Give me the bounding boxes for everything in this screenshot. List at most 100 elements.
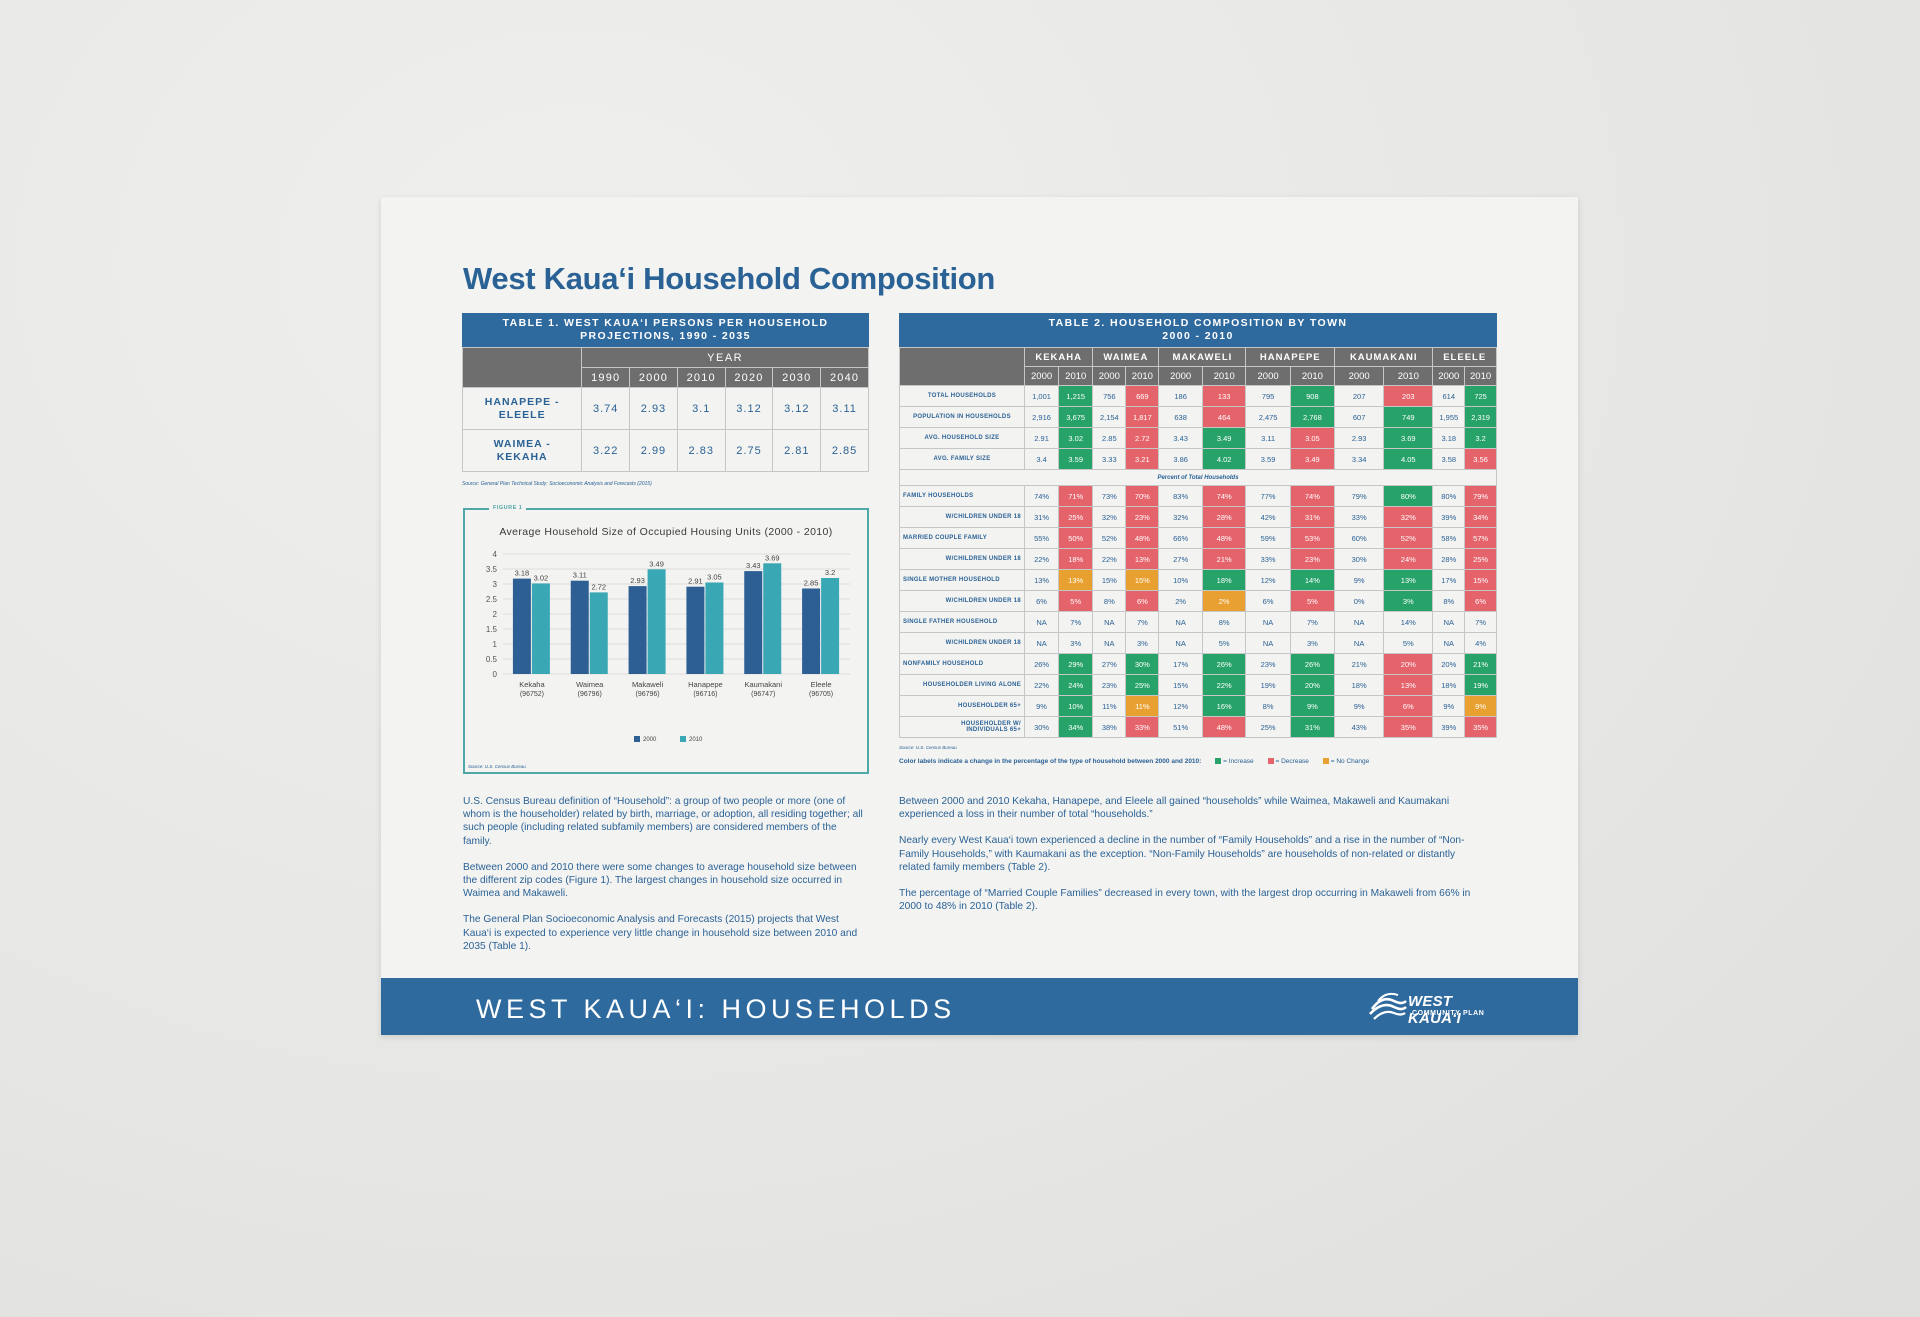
- table-2-value-cell: 60%: [1334, 527, 1385, 549]
- table-2-value-cell: 2,319: [1464, 406, 1497, 428]
- figure-label: FIGURE 1: [489, 505, 527, 511]
- table-2-value-cell: 2%: [1201, 590, 1247, 612]
- table-1-row-label: WAIMEA - KEKAHA: [461, 429, 583, 472]
- table-2-value-cell: 28%: [1201, 506, 1247, 528]
- table-2-value-cell: 34%: [1464, 506, 1497, 528]
- table-2-value-cell: 756: [1092, 385, 1127, 407]
- table-row: AVG. HOUSEHOLD SIZE 2.91 3.02 2.85 2.72 3.43 3…: [899, 427, 1497, 449]
- table-2-value-cell: 1,215: [1058, 385, 1094, 407]
- table-2-value-cell: 31%: [1289, 716, 1336, 738]
- table-2-value-cell: NA: [1432, 632, 1466, 654]
- table-row: WAIMEA - KEKAHA 3.22 2.99 2.83 2.75 2.81 2.85: [461, 429, 869, 472]
- table-2-value-cell: 5%: [1201, 632, 1247, 654]
- table-2-value-cell: 52%: [1092, 527, 1127, 549]
- nochange-swatch: [1322, 758, 1329, 765]
- table-2-value-cell: 4.02: [1201, 448, 1247, 470]
- table-2-value-cell: 2.91: [1023, 427, 1060, 449]
- table-2-title-line2: 2000 - 2010: [1162, 330, 1234, 342]
- table-row: POPULATION IN HOUSEHOLDS 2,916 3,675 2,154 1…: [899, 406, 1497, 428]
- table-2-value-cell: 22%: [1023, 674, 1060, 696]
- table-2-row-label: HOUSEHOLDER LIVING ALONE: [899, 674, 1025, 696]
- table-2-value-cell: 79%: [1334, 485, 1385, 507]
- table-2-value-cell: 17%: [1158, 653, 1203, 675]
- table-1-year-cell: 2010: [676, 367, 726, 388]
- table-1-value-cell: 2.85: [820, 429, 869, 472]
- table-2-value-cell: 33%: [1125, 716, 1160, 738]
- table-2-value-cell: 74%: [1023, 485, 1060, 507]
- table-2-year-cell: 2000: [1334, 366, 1385, 386]
- decrease-swatch: [1267, 758, 1274, 765]
- y-tick-label: 2.5: [486, 595, 498, 604]
- table-2-value-cell: 12%: [1158, 695, 1203, 717]
- table-2-value-cell: 28%: [1432, 548, 1466, 570]
- table-row: AVG. FAMILY SIZE 3.4 3.59 3.33 3.21 3.86 4.02 3…: [899, 448, 1497, 470]
- table-2-row-label: W/CHILDREN UNDER 18: [899, 590, 1025, 612]
- data-label: 3.18: [515, 569, 530, 578]
- table-2-value-cell: 52%: [1383, 527, 1434, 549]
- table-2: TABLE 2. HOUSEHOLD COMPOSITION BY TOWN 2…: [899, 313, 1497, 738]
- table-2-value-cell: 42%: [1245, 506, 1291, 528]
- table-2-value-cell: 22%: [1201, 674, 1247, 696]
- table-2-value-cell: 19%: [1464, 674, 1497, 696]
- legend-text: Color labels indicate a change in the pe…: [899, 758, 1202, 765]
- table-2-value-cell: 6%: [1023, 590, 1060, 612]
- table-2-value-cell: 39%: [1432, 506, 1466, 528]
- table-1-row-label: HANAPEPE - ELEELE: [461, 387, 583, 430]
- table-1-title-line1: TABLE 1. WEST KAUA‘I PERSONS PER HOUSEHO…: [502, 317, 829, 329]
- table-2-value-cell: 2,768: [1289, 406, 1336, 428]
- table-2-value-cell: 31%: [1023, 506, 1060, 528]
- table-2-value-cell: NA: [1432, 611, 1466, 633]
- table-2-value-cell: 3.02: [1058, 427, 1094, 449]
- page-title: West Kaua‘i Household Composition: [463, 261, 996, 296]
- table-2-value-cell: 7%: [1058, 611, 1094, 633]
- table-2-value-cell: 3.86: [1158, 448, 1203, 470]
- table-2-value-cell: 55%: [1023, 527, 1060, 549]
- table-2-value-cell: 8%: [1201, 611, 1247, 633]
- text-column-right: Between 2000 and 2010 Kekaha, Hanapepe, …: [899, 795, 1489, 926]
- table-2-value-cell: 70%: [1125, 485, 1160, 507]
- paragraph: The General Plan Socioeconomic Analysis …: [463, 914, 858, 952]
- x-tick-label: Kaumakani: [744, 680, 782, 689]
- table-row: HOUSEHOLDER W/INDIVIDUALS 65+ 30% 34% 38% 33…: [899, 716, 1497, 738]
- data-label: 2.91: [688, 577, 703, 586]
- table-1-title-line2: PROJECTIONS, 1990 - 2035: [580, 330, 751, 342]
- table-2-value-cell: 2.93: [1334, 427, 1385, 449]
- table-2-value-cell: 9%: [1432, 695, 1466, 717]
- table-2-row-label: HOUSEHOLDER W/INDIVIDUALS 65+: [899, 716, 1025, 738]
- x-tick-label: Hanapepe: [688, 680, 723, 689]
- table-2-value-cell: 38%: [1092, 716, 1127, 738]
- bar-2000-kekaha: [512, 578, 531, 674]
- table-2-value-cell: NA: [1023, 611, 1060, 633]
- table-2-value-cell: 13%: [1125, 548, 1160, 570]
- table-row: SINGLE MOTHER HOUSEHOLD 13% 13% 15% 15% 10% 18…: [899, 569, 1497, 591]
- table-2-value-cell: 16%: [1201, 695, 1247, 717]
- table-2-value-cell: 18%: [1058, 548, 1094, 570]
- table-2-town-header: WAIMEA: [1092, 347, 1160, 367]
- table-2-row-label: MARRIED COUPLE FAMILY: [899, 527, 1025, 549]
- table-2-value-cell: 21%: [1201, 548, 1247, 570]
- table-2-value-cell: 79%: [1464, 485, 1497, 507]
- legend-label: 2000: [643, 737, 657, 743]
- x-tick-code: (96752): [520, 691, 544, 698]
- table-2-value-cell: 18%: [1334, 674, 1385, 696]
- table-2-value-cell: 29%: [1058, 653, 1094, 675]
- row-label-line: KEKAHA: [496, 450, 548, 463]
- paragraph: Between 2000 and 2010 Kekaha, Hanapepe, …: [899, 796, 1450, 821]
- table-1-value-cell: 3.12: [772, 387, 822, 430]
- table-2-row-label: NONFAMILY HOUSEHOLD: [899, 653, 1025, 675]
- table-2-value-cell: 8%: [1092, 590, 1127, 612]
- table-2-value-cell: 32%: [1092, 506, 1127, 528]
- table-2-year-cell: 2000: [1023, 366, 1060, 386]
- row-label-line: ELEELE: [498, 408, 546, 421]
- table-2-value-cell: 23%: [1245, 653, 1291, 675]
- y-tick-label: 1.5: [486, 625, 498, 634]
- table-2-value-cell: 59%: [1245, 527, 1291, 549]
- table-1-value-cell: 2.81: [772, 429, 822, 472]
- table-2-value-cell: 13%: [1383, 674, 1434, 696]
- footer-title: WEST KAUA‘I: HOUSEHOLDS: [476, 994, 956, 1024]
- table-2-value-cell: 186: [1158, 385, 1203, 407]
- logo-main-text: WEST KAUA‘I: [1408, 993, 1461, 1027]
- table-2-value-cell: 3.56: [1464, 448, 1497, 470]
- table-2-row-label: W/CHILDREN UNDER 18: [899, 506, 1025, 528]
- table-2-value-cell: 9%: [1023, 695, 1060, 717]
